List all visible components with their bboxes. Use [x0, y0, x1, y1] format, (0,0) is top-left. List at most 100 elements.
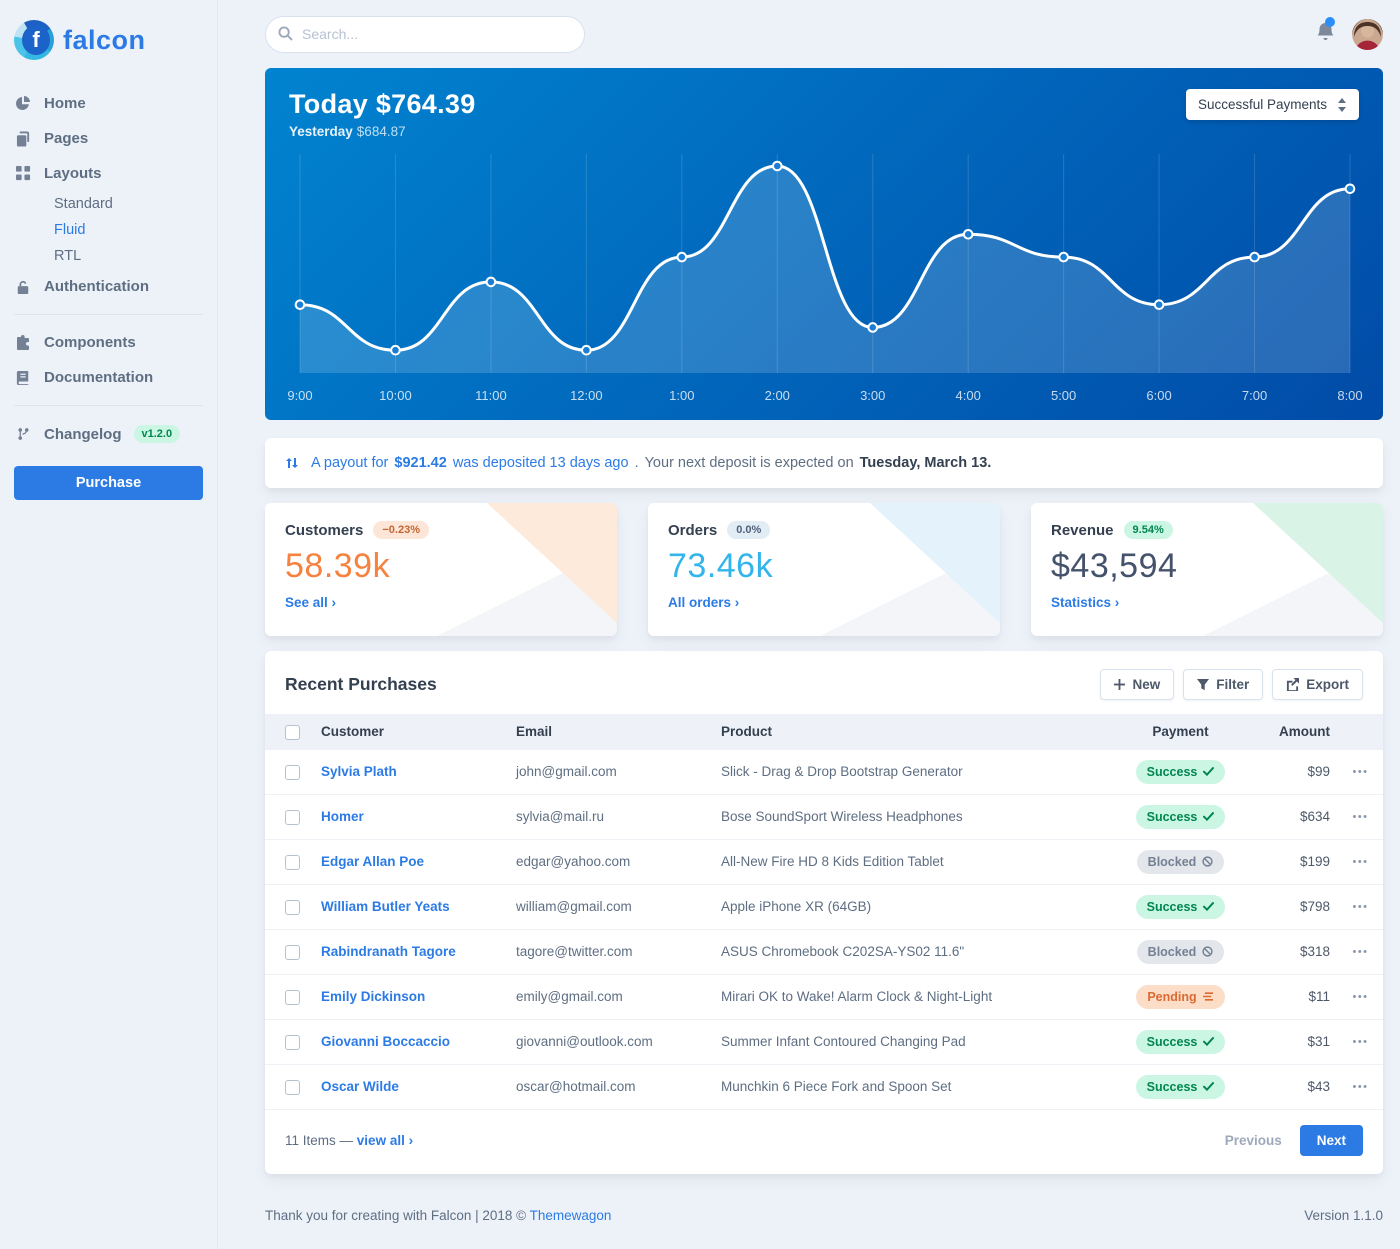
brand-logo[interactable]: falcon [14, 12, 203, 86]
export-button[interactable]: Export [1272, 669, 1363, 700]
row-checkbox[interactable] [285, 854, 300, 870]
row-checkbox[interactable] [285, 944, 300, 960]
themewagon-link[interactable]: Themewagon [529, 1207, 612, 1223]
previous-button[interactable]: Previous [1224, 1132, 1282, 1148]
sidebar-item-changelog[interactable]: Changelog v1.2.0 [14, 416, 203, 452]
data-point-marker [1344, 183, 1356, 195]
exchange-icon [286, 458, 298, 468]
corner-decoration [870, 503, 1000, 623]
payments-type-select[interactable]: Successful Payments [1185, 89, 1359, 120]
row-actions-button[interactable]: ••• [1338, 884, 1383, 930]
sidebar-divider [14, 405, 203, 406]
statistics-link[interactable]: Statistics › [1051, 595, 1120, 610]
today-total: Today $764.39 [289, 89, 476, 119]
purchases-table: Customer Email Product Payment Amount Sy… [265, 714, 1383, 1110]
user-avatar[interactable] [1352, 18, 1383, 50]
row-actions-button[interactable]: ••• [1338, 974, 1383, 1020]
corner-decoration [487, 503, 617, 623]
check-icon [1203, 767, 1215, 777]
row-checkbox[interactable] [285, 764, 300, 780]
sidebar-item-rtl[interactable]: RTL [54, 248, 82, 264]
data-point-marker [771, 160, 783, 172]
data-point-marker [962, 229, 974, 240]
table-row: Giovanni Boccaccio giovanni@outlook.com Su… [265, 1019, 1383, 1065]
x-axis-label: 11:00 [475, 388, 507, 403]
select-all-checkbox[interactable] [285, 724, 300, 740]
stat-value: 73.46k [668, 547, 774, 585]
sidebar-item-label: Documentation [44, 369, 154, 386]
sidebar-item-fluid[interactable]: Fluid [54, 222, 86, 238]
x-axis-label: 9:00 [287, 388, 312, 403]
new-button[interactable]: New [1100, 669, 1175, 700]
row-actions-button[interactable]: ••• [1338, 1064, 1383, 1110]
filter-button[interactable]: Filter [1183, 669, 1264, 700]
row-actions-button[interactable]: ••• [1338, 749, 1383, 795]
x-axis-label: 7:00 [1242, 388, 1267, 403]
ban-icon [1202, 856, 1213, 868]
lock-icon [14, 279, 32, 295]
row-actions-button[interactable]: ••• [1338, 1019, 1383, 1065]
amount-cell: $31 [1253, 1019, 1338, 1065]
row-actions-button[interactable]: ••• [1338, 794, 1383, 840]
customer-link[interactable]: Sylvia Plath [321, 764, 397, 780]
row-checkbox[interactable] [285, 809, 300, 825]
col-email: Email [516, 724, 553, 740]
amount-cell: $318 [1253, 929, 1338, 975]
sidebar-item-standard[interactable]: Standard [54, 196, 113, 212]
sidebar-item-components[interactable]: Components [14, 325, 203, 360]
puzzle-icon [14, 334, 32, 351]
stat-badge: 9.54% [1123, 521, 1173, 539]
payments-line-chart[interactable]: 9:00 10:00 11:00 12:00 1:00 2:00 3:00 4:00 5:00 6… [265, 148, 1383, 420]
plus-icon [1114, 679, 1126, 690]
sidebar-item-documentation[interactable]: Documentation [14, 360, 203, 395]
sidebar: falcon Home Pages Layouts Standard Fluid… [0, 0, 218, 1249]
falcon-logo-icon [14, 20, 54, 60]
row-actions-button[interactable]: ••• [1338, 929, 1383, 975]
data-point-marker [1249, 251, 1260, 263]
sidebar-item-layouts[interactable]: Layouts [14, 156, 203, 191]
items-count: 11 Items — view all › [285, 1132, 414, 1148]
sidebar-item-label: Home [44, 95, 86, 112]
purchase-button[interactable]: Purchase [14, 466, 203, 500]
product-cell: Mirari OK to Wake! Alarm Clock & Night-L… [713, 974, 1108, 1020]
row-checkbox[interactable] [285, 1079, 300, 1095]
sidebar-item-authentication[interactable]: Authentication [14, 269, 203, 304]
sidebar-item-home[interactable]: Home [14, 86, 203, 121]
sidebar-item-pages[interactable]: Pages [14, 121, 203, 156]
row-actions-button[interactable]: ••• [1338, 839, 1383, 885]
search-input[interactable] [265, 15, 585, 53]
customer-link[interactable]: Edgar Allan Poe [321, 854, 425, 870]
pie-chart-icon [14, 95, 32, 112]
all-orders-link[interactable]: All orders › [668, 595, 740, 610]
amount-cell: $43 [1253, 1064, 1338, 1110]
row-checkbox[interactable] [285, 1034, 300, 1050]
amount-cell: $798 [1253, 884, 1338, 930]
table-header-row: Customer Email Product Payment Amount [265, 714, 1383, 750]
table-row: Emily Dickinson emily@gmail.com Mirari OK … [265, 974, 1383, 1020]
payment-status-badge: Blocked [1136, 939, 1225, 964]
customer-link[interactable]: Emily Dickinson [321, 989, 426, 1005]
view-all-link[interactable]: view all › [356, 1132, 414, 1148]
payment-status-badge: Success [1135, 804, 1226, 829]
table-row: Edgar Allan Poe edgar@yahoo.com All-New Fi… [265, 839, 1383, 885]
col-customer: Customer [321, 724, 385, 740]
stat-value: $43,594 [1051, 547, 1178, 585]
notice-text[interactable]: was deposited 13 days ago [452, 455, 629, 471]
search-box [265, 15, 585, 53]
code-branch-icon [14, 426, 32, 442]
customer-link[interactable]: Oscar Wilde [321, 1079, 399, 1095]
next-button[interactable]: Next [1299, 1124, 1363, 1156]
amount-cell: $634 [1253, 794, 1338, 840]
customer-link[interactable]: Giovanni Boccaccio [321, 1034, 451, 1050]
see-all-link[interactable]: See all › [285, 595, 337, 610]
notifications-button[interactable] [1315, 16, 1336, 48]
layouts-grid-icon [14, 166, 32, 181]
row-checkbox[interactable] [285, 899, 300, 915]
product-cell: ASUS Chromebook C202SA-YS02 11.6" [713, 929, 1108, 975]
row-checkbox[interactable] [285, 989, 300, 1005]
customer-link[interactable]: Homer [321, 809, 364, 825]
orders-card: Orders 0.0% 73.46k All orders › [648, 503, 1000, 636]
customer-link[interactable]: William Butler Yeats [321, 899, 450, 915]
sidebar-item-label: Layouts [44, 165, 102, 182]
customer-link[interactable]: Rabindranath Tagore [321, 944, 456, 960]
